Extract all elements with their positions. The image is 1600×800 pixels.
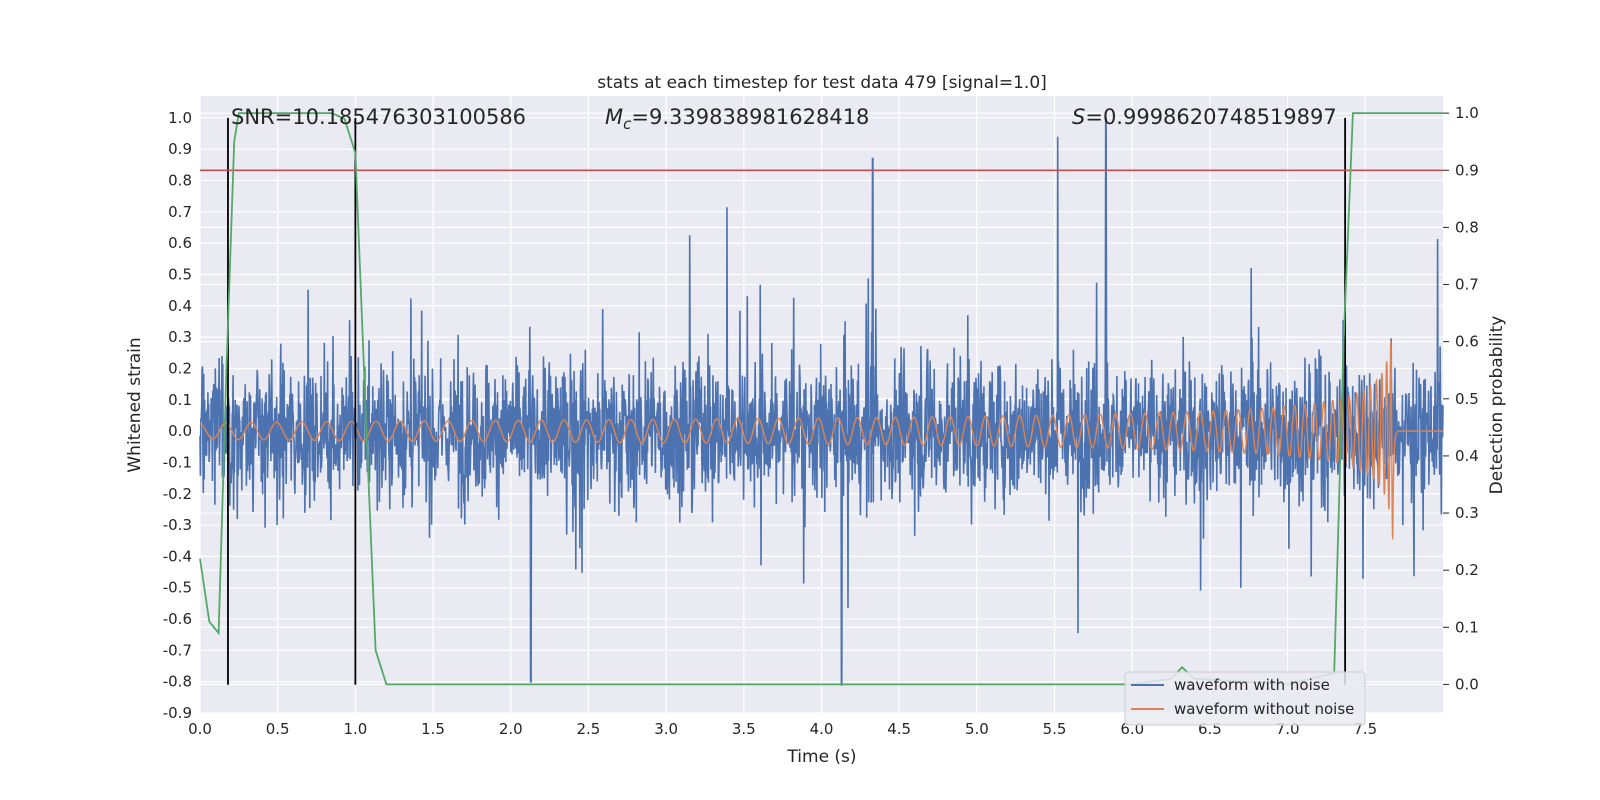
- chirp-mass-symbol: M: [605, 105, 623, 129]
- score-symbol: S: [1072, 105, 1085, 129]
- y-tick-label: -0.5: [163, 579, 192, 597]
- snr-annotation: SNR=10.185476303100586: [231, 105, 526, 129]
- y2-tick-label: 0.7: [1455, 276, 1479, 294]
- y2-axis-label: Detection probability: [1487, 316, 1507, 495]
- x-axis-label: Time (s): [786, 747, 856, 767]
- x-tick-label: 5.0: [965, 720, 989, 738]
- x-tick-label: 5.5: [1043, 720, 1067, 738]
- chirp-mass-value: =9.339838981628418: [631, 105, 869, 129]
- y2-tick-label: 0.4: [1455, 447, 1479, 465]
- y-tick-label: -0.8: [163, 673, 192, 691]
- chirp-mass-subscript: c: [623, 115, 632, 133]
- chirp-mass-annotation: Mc=9.339838981628418: [605, 105, 869, 133]
- y-tick-label: -0.1: [163, 453, 192, 471]
- x-tick-label: 2.0: [499, 720, 523, 738]
- y2-tick-label: 0.0: [1455, 675, 1479, 693]
- y-tick-label: 0.4: [168, 297, 192, 315]
- x-axis-ticks: 0.0 0.5 1.0 1.5 2.0 2.5 3.0 3.5 4.0 4.5 5.0 5.5 6.0 6…: [188, 720, 1377, 738]
- y2-tick-label: 0.8: [1455, 218, 1479, 236]
- y-tick-label: -0.6: [163, 610, 192, 628]
- y-tick-label: -0.7: [163, 641, 192, 659]
- y2-tick-label: 0.9: [1455, 161, 1479, 179]
- y2-tick-label: 0.6: [1455, 333, 1479, 351]
- x-tick-label: 2.5: [577, 720, 601, 738]
- y-axis-label: Whitened strain: [125, 337, 145, 472]
- y-tick-label: -0.9: [163, 704, 192, 722]
- y-tick-label: 1.0: [168, 109, 192, 127]
- y-tick-label: 0.0: [168, 422, 192, 440]
- x-tick-label: 1.5: [421, 720, 445, 738]
- noise-waveform-line: [199, 117, 1444, 686]
- y2-tick-label: 1.0: [1455, 104, 1479, 122]
- x-tick-label: 1.0: [343, 720, 367, 738]
- y2-tick-label: 0.5: [1455, 390, 1479, 408]
- y-tick-label: 0.2: [168, 359, 192, 377]
- x-tick-label: 4.0: [810, 720, 834, 738]
- y2-axis-ticks: 0.0 0.1 0.2 0.3 0.4 0.5 0.6 0.7 0.8 0.9 1.0: [1443, 104, 1479, 693]
- legend-label-noise: waveform with noise: [1174, 676, 1330, 694]
- noise-series: [199, 117, 1444, 686]
- y-tick-label: 0.7: [168, 203, 192, 221]
- vertical-markers: [227, 117, 1347, 685]
- chart-title: stats at each timestep for test data 479…: [597, 73, 1047, 93]
- y-tick-label: -0.4: [163, 547, 192, 565]
- score-value: =0.9998620748519897: [1085, 105, 1336, 129]
- y-tick-label: 0.6: [168, 234, 192, 252]
- y-tick-label: 0.1: [168, 391, 192, 409]
- x-tick-label: 4.5: [887, 720, 911, 738]
- y-tick-label: 0.8: [168, 172, 192, 190]
- y-tick-label: 0.5: [168, 266, 192, 284]
- x-tick-label: 3.5: [732, 720, 756, 738]
- clean-series: [200, 340, 1443, 540]
- y-tick-label: 0.3: [168, 328, 192, 346]
- legend: waveform with noise waveform without noi…: [1124, 671, 1366, 726]
- y-tick-label: -0.2: [163, 485, 192, 503]
- y2-tick-label: 0.2: [1455, 561, 1479, 579]
- y-tick-label: -0.3: [163, 516, 192, 534]
- clean-waveform-line: [200, 340, 1443, 540]
- x-tick-label: 0.0: [188, 720, 212, 738]
- y-axis-ticks: -0.9 -0.8 -0.7 -0.6 -0.5 -0.4 -0.3 -0.2 -0.1 0.0 0…: [163, 109, 192, 722]
- snr-score-annotation: S=0.9998620748519897: [1072, 105, 1337, 129]
- legend-box: [1124, 671, 1366, 726]
- legend-label-clean: waveform without noise: [1174, 700, 1354, 718]
- y2-tick-label: 0.1: [1455, 618, 1479, 636]
- x-tick-label: 3.0: [654, 720, 678, 738]
- y-tick-label: 0.9: [168, 140, 192, 158]
- x-tick-label: 0.5: [266, 720, 290, 738]
- y2-tick-label: 0.3: [1455, 504, 1479, 522]
